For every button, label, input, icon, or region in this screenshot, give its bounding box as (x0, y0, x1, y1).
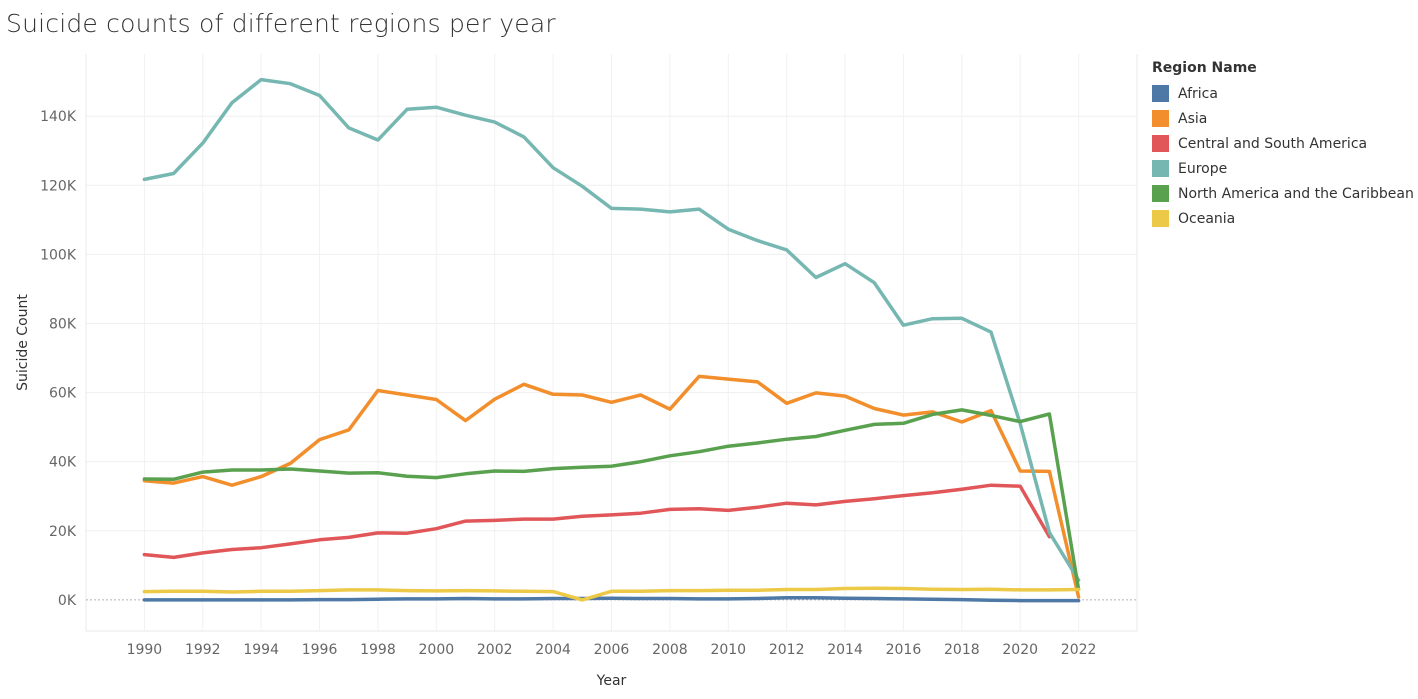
y-tick-label: 140K (40, 109, 77, 125)
series-line-europe (142, 77, 1081, 582)
legend-swatch (1152, 185, 1169, 202)
x-tick-label: 1994 (243, 642, 279, 658)
x-axis-title: Year (596, 673, 627, 689)
x-tick-label: 2010 (710, 642, 746, 658)
x-tick-label: 2000 (419, 642, 455, 658)
x-tick-label: 1992 (185, 642, 221, 658)
y-axis-title: Suicide Count (15, 294, 31, 391)
legend-label: Oceania (1178, 210, 1236, 227)
legend-item-africa[interactable]: Africa (1152, 81, 1414, 106)
legend-item-asia[interactable]: Asia (1152, 106, 1414, 131)
legend-swatch (1152, 110, 1169, 127)
y-tick-label: 0K (58, 593, 77, 609)
y-tick-label: 100K (40, 247, 77, 263)
y-tick-label: 60K (49, 386, 77, 402)
x-tick-label: 1998 (360, 642, 396, 658)
x-tick-label: 2016 (886, 642, 922, 658)
y-tick-label: 120K (40, 178, 77, 194)
y-tick-label: 20K (49, 524, 77, 540)
legend-title: Region Name (1152, 60, 1257, 76)
x-tick-label: 2022 (1061, 642, 1097, 658)
series-line-africa (142, 596, 1081, 603)
legend-item-north-america-and-the-caribbean[interactable]: North America and the Caribbean (1152, 181, 1414, 206)
x-tick-label: 2006 (594, 642, 630, 658)
legend-item-oceania[interactable]: Oceania (1152, 206, 1414, 231)
x-tick-label: 2002 (477, 642, 513, 658)
x-tick-label: 1996 (302, 642, 338, 658)
legend-items: Africa Asia Central and South America Europ… (1152, 81, 1414, 231)
legend: Region Name Africa Asia Central and South … (1152, 60, 1414, 231)
legend-item-central-and-south-america[interactable]: Central and South America (1152, 131, 1414, 156)
legend-swatch (1152, 160, 1169, 177)
x-tick-label: 2020 (1002, 642, 1038, 658)
x-tick-label: 2004 (535, 642, 571, 658)
legend-label: Africa (1178, 85, 1218, 102)
x-tick-label: 2012 (769, 642, 805, 658)
y-tick-label: 80K (49, 316, 77, 332)
legend-label: North America and the Caribbean (1178, 185, 1414, 202)
series-line-central-and-south-america (142, 483, 1052, 560)
legend-label: Central and South America (1178, 135, 1368, 152)
chart-title: Suicide counts of different regions per … (6, 9, 556, 38)
series-line-oceania (142, 586, 1081, 602)
y-tick-label: 40K (49, 455, 77, 471)
x-tick-label: 2008 (652, 642, 688, 658)
legend-item-europe[interactable]: Europe (1152, 156, 1414, 181)
legend-swatch (1152, 85, 1169, 102)
series-line-north-america-and-the-caribbean (142, 408, 1081, 592)
x-tick-label: 2014 (827, 642, 863, 658)
series-line-asia (142, 374, 1081, 599)
legend-swatch (1152, 210, 1169, 227)
legend-swatch (1152, 135, 1169, 152)
x-tick-label: 2018 (944, 642, 980, 658)
x-tick-label: 1990 (127, 642, 163, 658)
legend-label: Europe (1178, 160, 1228, 177)
legend-label: Asia (1178, 110, 1208, 127)
